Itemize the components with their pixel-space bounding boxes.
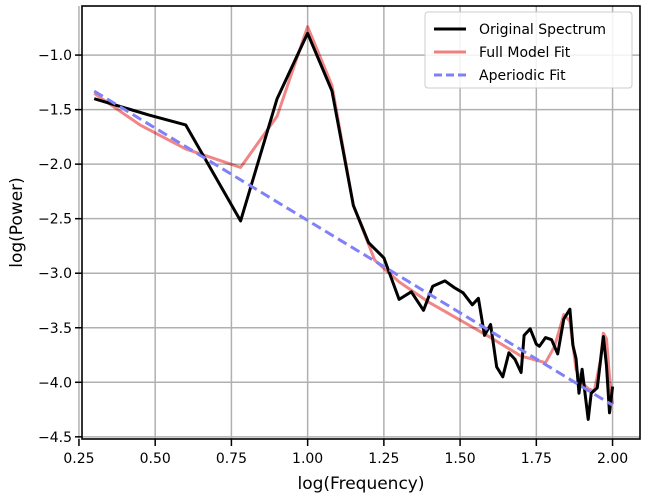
x-tick-label: 1.00 [292, 451, 323, 467]
y-tick-label: −4.5 [38, 430, 72, 446]
plot-frame [81, 5, 641, 440]
legend: Original Spectrum Full Model Fit Aperiod… [424, 11, 633, 89]
legend-label-full-model-fit: Full Model Fit [479, 45, 571, 61]
x-tick-label: 1.75 [521, 451, 552, 467]
series-line-original-spectrum [93, 31, 615, 421]
x-tick-label: 0.50 [140, 451, 171, 467]
y-tick-label: −3.0 [38, 266, 72, 282]
x-tick-label: 2.00 [597, 451, 628, 467]
series-layer [93, 25, 615, 421]
legend-label-original-spectrum: Original Spectrum [479, 22, 606, 38]
y-tick-label: −2.5 [38, 212, 72, 228]
y-axis-label: log(Power) [7, 177, 27, 268]
y-tick-label: −1.0 [38, 48, 72, 64]
y-tick-label: −4.0 [38, 375, 72, 391]
y-tick-label: −2.0 [38, 157, 72, 173]
ticks: 0.25 0.50 0.75 1.00 1.25 1.50 1.75 2.00 −4.5 −4.0… [38, 48, 628, 467]
y-tick-label: −3.5 [38, 321, 72, 337]
x-tick-label: 1.25 [368, 451, 399, 467]
x-tick-label: 0.75 [216, 451, 247, 467]
legend-label-aperiodic-fit: Aperiodic Fit [479, 68, 566, 84]
legend-box [424, 11, 633, 89]
x-tick-label: 1.50 [445, 451, 476, 467]
x-tick-label: 0.25 [63, 451, 94, 467]
x-axis-label: log(Frequency) [297, 474, 424, 494]
y-tick-label: −1.5 [38, 103, 72, 119]
series-line-full-model-fit [93, 25, 615, 405]
series-line-aperiodic-fit [93, 89, 614, 407]
